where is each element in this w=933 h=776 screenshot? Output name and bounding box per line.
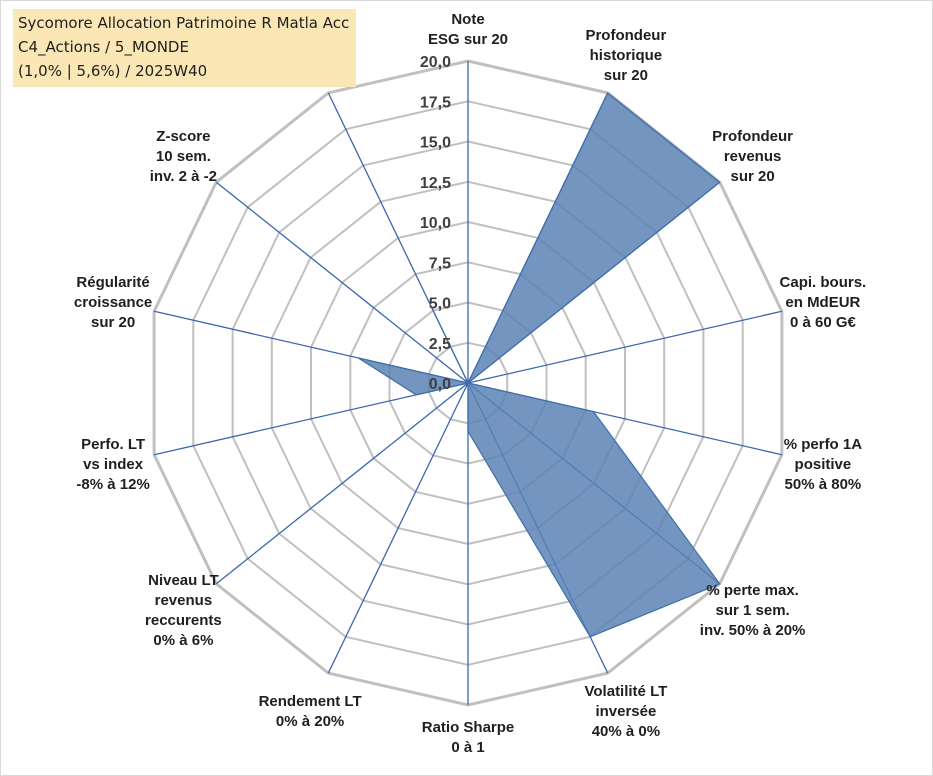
- axis-spoke: [327, 382, 469, 674]
- axis-label-line: inv. 2 à -2: [150, 168, 217, 185]
- title-stats: (1,0% | 5,6%) / 2025W40: [18, 62, 208, 80]
- axis-label-line: 0% à 6%: [153, 632, 213, 649]
- tick-label: 7,5: [429, 255, 451, 272]
- axis-label-line: Profondeur: [585, 27, 666, 44]
- axis-label: Note ESG sur 20: [428, 11, 508, 48]
- series-area: [357, 91, 721, 638]
- tick-label: 12,5: [420, 175, 451, 192]
- axis-label-line: -8% à 12%: [76, 476, 149, 493]
- axis-label-line: Rendement LT: [259, 693, 362, 710]
- axis-spoke: [215, 382, 469, 585]
- axis-label: Profondeur revenus sur 20: [712, 128, 793, 185]
- tick-label: 20,0: [420, 54, 451, 71]
- axis-label-line: ESG sur 20: [428, 31, 508, 48]
- axis-label-line: Note: [451, 11, 484, 28]
- axis-label-line: sur 20: [604, 67, 648, 84]
- axis-label-line: sur 20: [730, 168, 774, 185]
- axis-label-line: revenus: [155, 592, 213, 609]
- title-fund-name: Sycomore Allocation Patrimoine R Matla A…: [18, 14, 350, 32]
- axis-spoke: [467, 310, 783, 384]
- axis-label-line: revenus: [724, 148, 782, 165]
- axis-label-line: historique: [590, 47, 663, 64]
- axis-label: Niveau LT revenus reccurents 0% à 6%: [145, 572, 222, 649]
- tick-label: 15,0: [420, 135, 451, 152]
- axis-label-line: 0% à 20%: [276, 713, 344, 730]
- axis-spoke: [215, 181, 469, 384]
- axis-label-line: Volatilité LT: [585, 683, 668, 700]
- tick-label: 0,0: [429, 376, 451, 393]
- axis-label-line: % perfo 1A: [784, 436, 863, 453]
- axis-label-line: Ratio Sharpe: [422, 719, 515, 736]
- axis-label-line: reccurents: [145, 612, 222, 629]
- axis-label: Profondeur historique sur 20: [585, 27, 666, 84]
- tick-label: 5,0: [429, 296, 451, 313]
- axis-label-line: 0 à 1: [451, 739, 484, 756]
- axis-label-line: 50% à 80%: [785, 476, 862, 493]
- axis-label-line: Z-score: [156, 128, 210, 145]
- tick-label: 10,0: [420, 215, 451, 232]
- chart-title-box: Sycomore Allocation Patrimoine R Matla A…: [13, 9, 357, 87]
- axis-label-line: Régularité: [76, 274, 149, 291]
- axis-label-line: sur 1 sem.: [715, 602, 789, 619]
- axis-label: % perte max. sur 1 sem. inv. 50% à 20%: [700, 582, 806, 639]
- title-category: C4_Actions / 5_MONDE: [18, 38, 189, 56]
- axis-label-line: 0 à 60 G€: [790, 314, 857, 331]
- tick-label: 17,5: [420, 94, 451, 111]
- axis-label: Régularité croissance sur 20: [74, 274, 152, 331]
- axis-label-line: positive: [795, 456, 852, 473]
- tick-label: 2,5: [429, 336, 451, 353]
- axis-label: Capi. bours. en MdEUR 0 à 60 G€: [780, 274, 867, 331]
- axis-label-line: % perte max.: [706, 582, 799, 599]
- axis-label: Rendement LT 0% à 20%: [259, 693, 362, 730]
- axis-label-line: sur 20: [91, 314, 135, 331]
- axis-label-line: 40% à 0%: [592, 723, 660, 740]
- axis-label-line: Capi. bours.: [780, 274, 867, 291]
- axis-label-line: Perfo. LT: [81, 436, 145, 453]
- axis-label-line: en MdEUR: [785, 294, 860, 311]
- axis-label-line: vs index: [83, 456, 144, 473]
- axis-label: % perfo 1A positive 50% à 80%: [784, 436, 863, 493]
- axis-label-line: croissance: [74, 294, 152, 311]
- axis-label: Z-score 10 sem. inv. 2 à -2: [150, 128, 217, 185]
- axis-label: Ratio Sharpe 0 à 1: [422, 719, 515, 756]
- axis-label-line: 10 sem.: [156, 148, 211, 165]
- axis-label-line: Niveau LT: [148, 572, 219, 589]
- axis-label-line: Profondeur: [712, 128, 793, 145]
- axis-label: Perfo. LT vs index -8% à 12%: [76, 436, 149, 493]
- axis-label-line: inversée: [595, 703, 656, 720]
- axis-label-line: inv. 50% à 20%: [700, 622, 806, 639]
- axis-label: Volatilité LT inversée 40% à 0%: [585, 683, 668, 740]
